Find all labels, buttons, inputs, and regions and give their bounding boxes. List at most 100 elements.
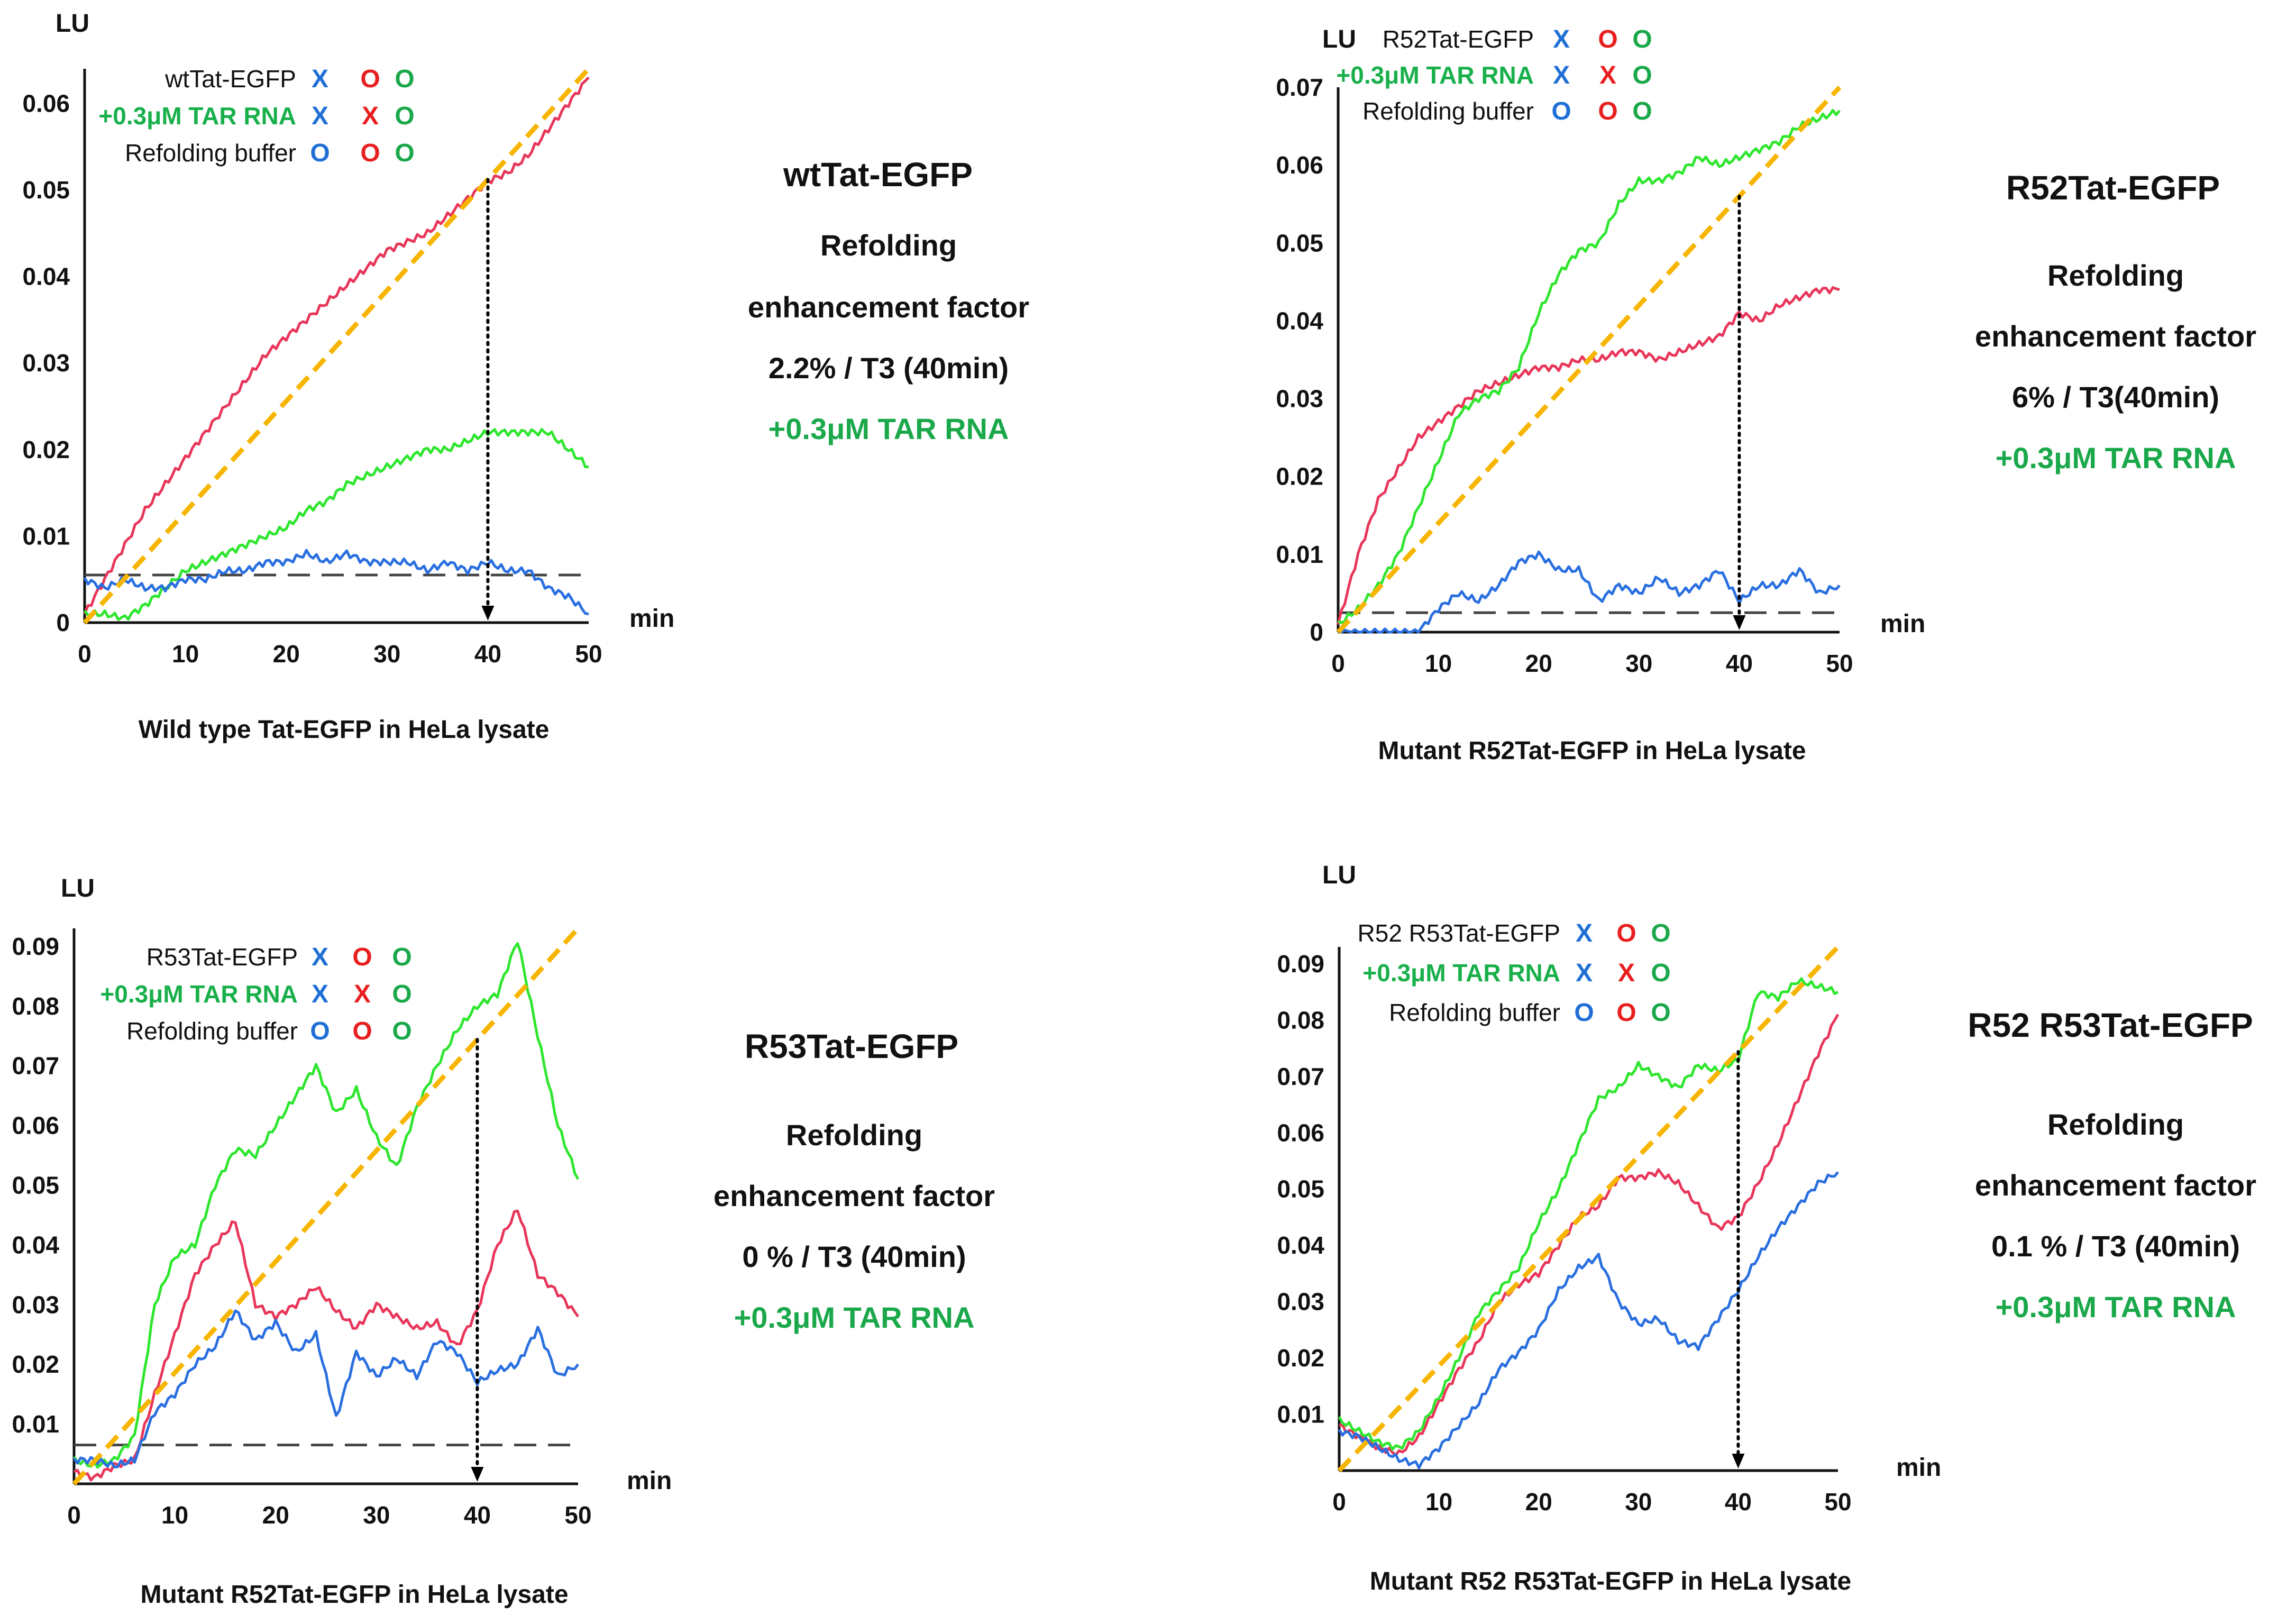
y-tick-label: 0.04 bbox=[1276, 307, 1323, 334]
legend-label: Refolding buffer bbox=[125, 139, 296, 167]
y-tick-label: 0.01 bbox=[1276, 541, 1323, 568]
x-tick-label: 20 bbox=[1525, 1488, 1552, 1516]
series-line-green bbox=[1338, 977, 1839, 1451]
legend-mark: O bbox=[392, 1017, 411, 1045]
y-tick-label: 0.07 bbox=[12, 1052, 59, 1080]
panel-title: R52 R53Tat-EGFP bbox=[1968, 1006, 2253, 1044]
x-tick-label: 50 bbox=[575, 640, 602, 668]
y-tick-label: 0.03 bbox=[1276, 385, 1323, 413]
y-tick-label: 0.03 bbox=[1277, 1288, 1324, 1316]
y-tick-label: 0.05 bbox=[22, 176, 70, 204]
legend-mark: O bbox=[395, 65, 414, 93]
y-tick-label: 0 bbox=[1310, 618, 1323, 646]
x-tick-label: 40 bbox=[1726, 650, 1753, 677]
legend-mark: O bbox=[1651, 999, 1670, 1027]
panel-text-4: R52 R53Tat-EGFP Refolding enhancement fa… bbox=[1968, 1006, 2256, 1324]
series-line-red bbox=[83, 76, 590, 615]
y-tick-label: 0.04 bbox=[22, 263, 70, 290]
reference-diagonal bbox=[83, 67, 591, 625]
y-tick-label: 0.03 bbox=[22, 349, 70, 377]
reference-diagonal bbox=[1336, 85, 1842, 634]
x-tick-label: 40 bbox=[1725, 1488, 1752, 1516]
panel-title: wtTat-EGFP bbox=[783, 156, 973, 194]
chart-caption: Mutant R52Tat-EGFP in HeLa lysate bbox=[140, 1581, 568, 1609]
legend-label: +0.3μM TAR RNA bbox=[1336, 61, 1534, 89]
y-tick-label: 0.06 bbox=[1276, 151, 1323, 179]
x-tick-label: 30 bbox=[1625, 1488, 1652, 1516]
legend-mark: O bbox=[1632, 25, 1652, 53]
series-line-red bbox=[73, 1209, 580, 1482]
legend-label: R52 R53Tat-EGFP bbox=[1358, 919, 1560, 947]
legend-mark: X bbox=[1618, 959, 1635, 987]
series-line-red bbox=[1337, 286, 1840, 625]
legend-mark: O bbox=[310, 139, 330, 167]
legend-label: R52Tat-EGFP bbox=[1383, 25, 1534, 53]
legend-mark: O bbox=[360, 139, 380, 167]
legend-mark: X bbox=[312, 65, 328, 93]
y-tick-label: 0.07 bbox=[1276, 74, 1323, 101]
panel-line-1: Refolding bbox=[820, 229, 957, 262]
chart-3: 0.01 0.02 0.03 0.04 0.05 0.06 0.07 0.08 0.09 0 10 2… bbox=[12, 874, 672, 1609]
legend-mark: X bbox=[1576, 959, 1593, 987]
legend-mark: X bbox=[354, 980, 371, 1008]
y-tick-label: 0.02 bbox=[1276, 463, 1323, 490]
y-tick-label: 0.06 bbox=[12, 1112, 59, 1139]
y-tick-label: 0.02 bbox=[12, 1351, 59, 1378]
arrow-head-icon bbox=[1732, 1454, 1745, 1468]
legend-mark: X bbox=[1553, 61, 1570, 89]
legend-mark: O bbox=[395, 139, 414, 167]
series-line-blue bbox=[83, 549, 589, 616]
panel-line-4: +0.3μM TAR RNA bbox=[1996, 441, 2236, 475]
x-axis-label: min bbox=[1880, 610, 1925, 638]
x-tick-label: 50 bbox=[1824, 1488, 1851, 1516]
x-tick-label: 10 bbox=[172, 640, 199, 668]
legend-mark: O bbox=[1632, 97, 1652, 125]
series-line-blue bbox=[1338, 1171, 1839, 1470]
panel-line-2: enhancement factor bbox=[748, 290, 1029, 324]
panel-line-4: +0.3μM TAR RNA bbox=[769, 412, 1009, 445]
panel-line-4: +0.3μM TAR RNA bbox=[1996, 1290, 2236, 1324]
series-line-red bbox=[1339, 1014, 1840, 1457]
x-axis-label: min bbox=[627, 1467, 672, 1495]
panel-line-3: 0 % / T3 (40min) bbox=[742, 1240, 966, 1273]
y-axis-label: LU bbox=[56, 10, 89, 38]
series-line-green bbox=[1337, 109, 1841, 624]
panel-line-2: enhancement factor bbox=[1975, 320, 2256, 353]
legend-mark: O bbox=[1616, 999, 1636, 1027]
panel-text-3: R53Tat-EGFP Refolding enhancement factor… bbox=[714, 1027, 995, 1334]
y-tick-label: 0.03 bbox=[12, 1291, 59, 1318]
y-tick-label: 0.01 bbox=[1277, 1401, 1324, 1428]
x-tick-label: 10 bbox=[1425, 1488, 1452, 1516]
legend-mark: O bbox=[1551, 97, 1571, 125]
legend-mark: O bbox=[1574, 999, 1594, 1027]
panel-line-1: Refolding bbox=[2047, 1108, 2184, 1141]
y-tick-label: 0.05 bbox=[1277, 1175, 1324, 1203]
y-axis-label: LU bbox=[1322, 25, 1356, 53]
y-tick-label: 0.07 bbox=[1277, 1063, 1324, 1090]
arrow-head-icon bbox=[481, 606, 495, 621]
legend-mark: O bbox=[310, 1017, 330, 1045]
series-line-blue bbox=[1337, 550, 1841, 634]
legend-mark: X bbox=[1553, 25, 1570, 53]
y-tick-label: 0.04 bbox=[12, 1231, 59, 1258]
y-axis-label: LU bbox=[1322, 861, 1356, 889]
x-tick-label: 20 bbox=[262, 1501, 289, 1529]
series-line-green bbox=[84, 428, 589, 621]
arrow-head-icon bbox=[471, 1467, 484, 1482]
y-tick-label: 0.09 bbox=[12, 933, 59, 960]
x-tick-label: 30 bbox=[373, 640, 400, 668]
x-tick-label: 50 bbox=[1826, 650, 1853, 677]
y-tick-label: 0.04 bbox=[1277, 1231, 1324, 1259]
panel-text-2: R52Tat-EGFP Refolding enhancement factor… bbox=[1975, 169, 2256, 475]
x-axis-label: min bbox=[629, 605, 674, 633]
legend-label: +0.3μM TAR RNA bbox=[98, 102, 296, 130]
series-line-blue bbox=[72, 1309, 579, 1468]
x-tick-label: 0 bbox=[1331, 650, 1345, 677]
legend-mark: O bbox=[1598, 25, 1617, 53]
panel-text-1: wtTat-EGFP Refolding enhancement factor … bbox=[748, 156, 1029, 445]
legend-mark: O bbox=[360, 65, 380, 93]
panel-title: R53Tat-EGFP bbox=[745, 1027, 958, 1065]
x-tick-label: 50 bbox=[564, 1501, 591, 1529]
legend-label: Refolding buffer bbox=[126, 1017, 298, 1045]
legend-mark: O bbox=[352, 943, 372, 971]
